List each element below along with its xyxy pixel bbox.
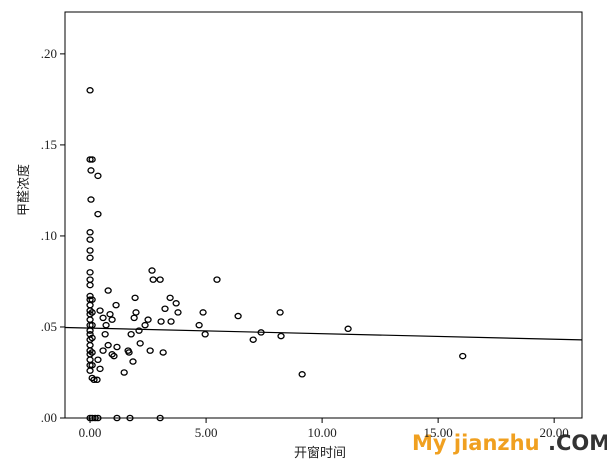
data-point: [86, 229, 94, 236]
x-tick-label: 0.00: [79, 425, 102, 440]
data-point: [94, 210, 102, 218]
data-point: [94, 172, 102, 180]
data-point: [102, 321, 110, 329]
data-point: [141, 321, 149, 329]
data-point: [88, 334, 96, 342]
data-point: [88, 349, 96, 356]
data-point: [148, 267, 156, 274]
data-point: [131, 294, 139, 302]
data-point: [86, 341, 94, 349]
data-point: [459, 352, 467, 360]
data-point: [157, 318, 165, 325]
data-point: [213, 276, 221, 283]
data-point: [201, 331, 209, 338]
watermark: My jianzhu: [412, 431, 540, 455]
data-point: [96, 307, 104, 314]
y-tick-label: .20: [41, 46, 57, 61]
data-point: [113, 414, 121, 422]
x-tick-label: 15.00: [424, 425, 453, 440]
data-point: [234, 312, 242, 320]
data-point: [135, 327, 143, 334]
data-point: [172, 300, 180, 307]
data-point: [132, 309, 140, 316]
data-point: [93, 376, 101, 384]
x-tick-label: 5.00: [195, 425, 218, 440]
y-tick-label: .00: [41, 410, 57, 425]
data-point: [91, 414, 99, 422]
data-point: [113, 343, 121, 351]
fit-line: [64, 326, 583, 341]
data-point: [87, 167, 95, 174]
data-point: [127, 331, 135, 338]
data-point: [156, 414, 164, 422]
data-point: [86, 281, 94, 289]
data-point: [99, 314, 107, 322]
data-point: [94, 414, 102, 422]
data-point: [277, 332, 285, 340]
data-point: [104, 287, 112, 294]
data-point: [298, 371, 306, 378]
data-point: [120, 369, 128, 376]
data-point: [146, 347, 154, 354]
data-point: [88, 296, 96, 303]
data-point: [108, 316, 116, 323]
data-point: [144, 316, 152, 323]
data-point: [86, 236, 94, 243]
data-point: [94, 356, 102, 363]
data-point: [86, 301, 94, 309]
data-point: [90, 376, 98, 384]
data-point: [86, 367, 94, 374]
data-point: [88, 156, 96, 163]
data-point: [126, 414, 134, 422]
data-point: [86, 356, 94, 363]
data-point: [86, 87, 94, 94]
y-axis-label: 甲醛浓度: [16, 164, 31, 216]
x-tick-label: 20.00: [540, 425, 569, 440]
data-point: [161, 305, 169, 313]
data-point: [86, 316, 94, 323]
data-point: [99, 347, 107, 354]
data-point: [276, 309, 284, 316]
data-point: [129, 358, 137, 365]
data-point: [156, 276, 164, 283]
data-point: [199, 309, 207, 316]
data-point: [112, 301, 120, 309]
x-tick-label: 10.00: [307, 425, 336, 440]
watermark-suffix: .COM: [548, 431, 607, 455]
data-point: [174, 309, 182, 316]
data-point: [149, 276, 157, 283]
data-point: [195, 321, 203, 329]
data-point: [166, 294, 174, 302]
data-point: [136, 340, 144, 347]
data-point: [101, 331, 109, 338]
data-point: [110, 352, 118, 360]
data-point: [88, 361, 96, 369]
data-point: [88, 309, 96, 316]
data-point: [86, 247, 94, 254]
data-point: [86, 292, 94, 300]
data-point: [86, 269, 94, 276]
data-point: [344, 325, 352, 333]
data-point: [249, 336, 257, 343]
plot-frame: [64, 11, 583, 419]
data-point: [106, 310, 114, 318]
data-point: [104, 341, 112, 349]
x-axis-label: 开窗时间: [294, 445, 346, 460]
data-point: [167, 318, 175, 325]
data-point: [96, 365, 104, 373]
data-point: [87, 196, 95, 203]
y-tick-label: .10: [41, 228, 57, 243]
data-point: [125, 349, 133, 356]
data-point: [86, 347, 94, 354]
data-point: [86, 254, 94, 262]
data-point: [159, 349, 167, 356]
data-point: [86, 276, 94, 283]
data-point: [130, 314, 138, 322]
y-tick-label: .15: [41, 137, 57, 152]
y-tick-label: .05: [41, 319, 57, 334]
data-point: [86, 307, 94, 314]
